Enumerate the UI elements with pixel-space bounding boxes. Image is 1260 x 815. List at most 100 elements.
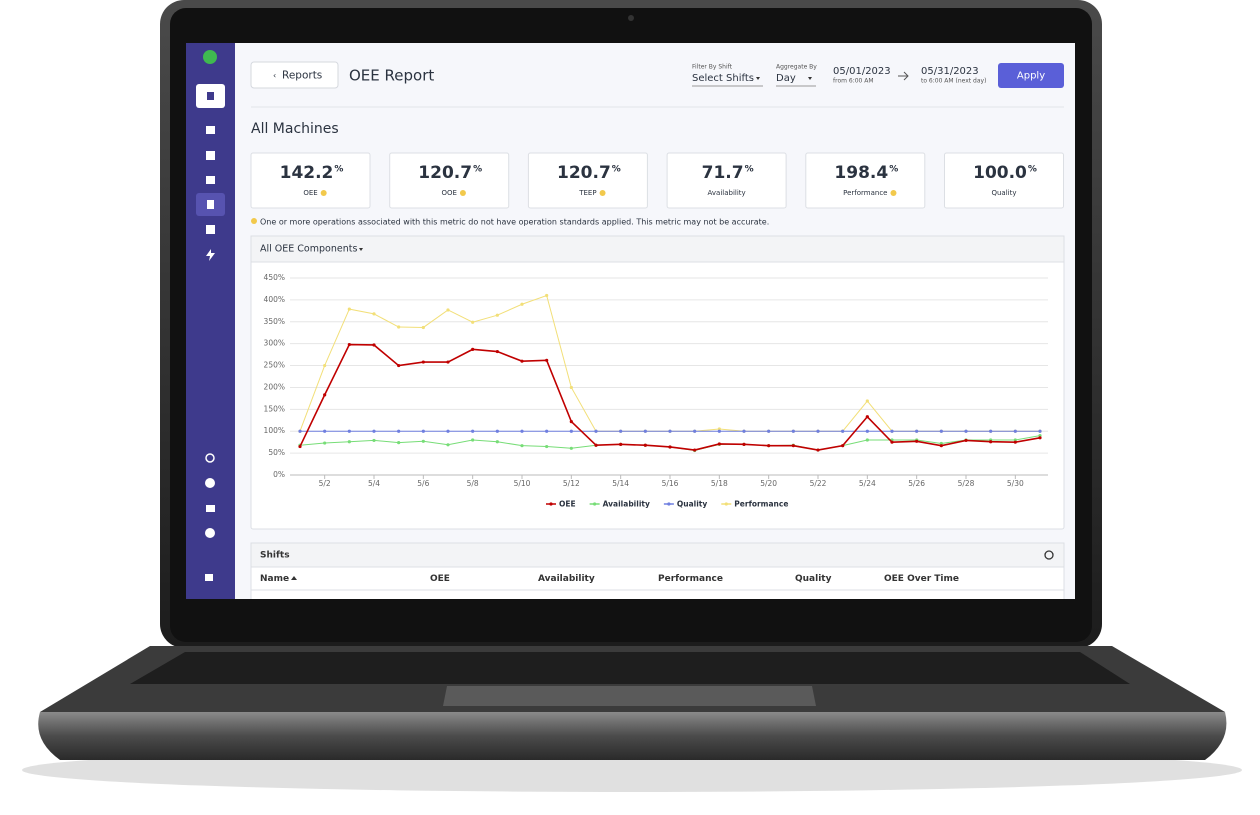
kpi-value: 120.7 [557,163,611,183]
x-tick-label: 5/4 [368,479,380,488]
back-button[interactable] [250,61,339,89]
dropdown-caret [808,77,812,80]
x-tick-label: 5/8 [467,479,479,488]
kpi-label: TEEP [578,189,596,197]
trackpad [443,686,816,706]
nav-icon[interactable] [207,200,214,209]
data-point [915,439,919,443]
data-point [446,429,450,433]
data-point [323,363,327,368]
kpi-card [666,152,787,209]
nav-icon[interactable] [206,176,215,184]
back-chevron: ‹ [273,71,276,80]
x-tick-label: 5/30 [1007,479,1024,488]
kpi-card [944,152,1064,209]
warning-icon [599,190,606,196]
data-point [767,429,771,433]
data-point [569,419,573,424]
data-point [989,440,993,444]
data-point [421,360,425,364]
data-point [421,439,425,443]
data-point [643,443,647,447]
nav-icon[interactable] [206,126,215,134]
column-header: Name [260,574,289,584]
nav-icon[interactable] [206,249,215,261]
y-tick-label: 100% [264,426,285,435]
apply-button[interactable] [998,63,1064,88]
data-point [569,446,573,450]
x-tick-label: 5/22 [810,479,827,488]
kpi-unit: % [1028,165,1037,175]
kpi-card [389,152,510,209]
notice: One or more operations associated with t… [260,218,769,227]
data-point [841,429,845,433]
end-note: to 6:00 AM (next day) [921,78,986,85]
data-point [372,429,376,433]
nav-icon[interactable] [206,505,215,512]
data-point [495,440,499,444]
kpi-value: 100.0 [973,163,1027,183]
warning-icon [320,190,327,196]
kpi-unit: % [334,165,343,175]
aggregate-value[interactable]: Day [776,73,796,84]
expand-icon[interactable] [1044,550,1054,560]
data-point [495,429,499,433]
aggregate-label: Aggregate By [776,64,817,71]
kpi-label: OEE [303,189,317,197]
data-point [520,429,524,433]
filter-value[interactable]: Select Shifts [692,73,754,84]
data-point [347,440,351,444]
data-point [890,440,894,444]
data-point [865,429,869,433]
kpi-value: 198.4 [834,163,888,183]
data-point [347,342,351,347]
legend-dot [593,502,597,506]
kpi-unit: % [473,165,482,175]
nav-icon[interactable] [205,574,213,581]
data-point [569,429,573,433]
column-header: Performance [658,574,723,584]
data-point [865,399,869,403]
legend-label: Performance [734,500,788,509]
kpi-value: 71.7 [702,163,744,183]
data-point [520,359,524,363]
legend-label: Quality [677,500,708,509]
y-tick-label: 450% [264,273,285,282]
data-point [939,429,943,433]
data-point [421,429,425,433]
data-point [397,363,401,368]
nav-icon[interactable] [205,528,215,538]
data-point [643,429,647,433]
nav-icon[interactable] [205,453,215,463]
data-point [791,429,795,433]
data-point [347,307,351,311]
y-tick-label: 150% [264,404,285,413]
start-date[interactable]: 05/01/2023 [833,66,891,77]
data-point [397,441,401,445]
x-tick-label: 5/14 [612,479,629,488]
kpi-label: Availability [708,189,746,197]
nav-icon[interactable] [205,478,215,488]
x-tick-label: 5/6 [417,479,429,488]
data-point [816,429,820,433]
data-point [742,429,746,433]
nav-icon[interactable] [206,151,215,160]
data-point [347,429,351,433]
end-date[interactable]: 05/31/2023 [921,66,979,77]
data-point [939,444,943,448]
nav-icon[interactable] [206,225,215,234]
chart-selector[interactable]: All OEE Components [260,244,357,255]
data-point [545,444,549,449]
x-tick-label: 5/20 [760,479,777,488]
nav-icons [205,126,215,581]
data-point [594,443,598,447]
warning-icon [251,218,257,224]
nav-icon[interactable] [207,92,214,100]
data-point [545,358,549,362]
data-point [446,308,450,312]
x-tick-label: 5/18 [711,479,728,488]
y-tick-label: 400% [264,295,285,304]
data-point [372,312,376,316]
data-point [446,443,450,447]
